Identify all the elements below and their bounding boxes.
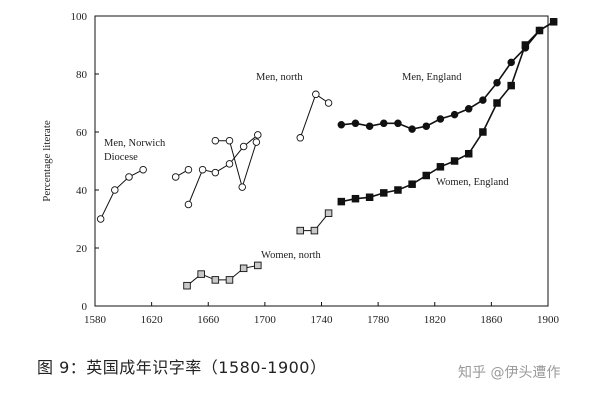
series-1-point: [324, 99, 333, 107]
series-4-point: [351, 194, 360, 203]
y-tick-label: 60: [76, 127, 88, 139]
series-0-line-3: [215, 140, 257, 189]
series-0-point: [239, 142, 248, 151]
y-tick-label: 40: [76, 185, 88, 197]
series-0-point: [252, 138, 261, 146]
series-0-point: [184, 165, 193, 174]
series-3-point: [254, 261, 262, 270]
series-0-point: [111, 186, 119, 194]
series-0-label: Diocese: [104, 152, 138, 163]
x-tick-label: 1620: [141, 314, 164, 326]
series-2-point: [436, 115, 445, 123]
series-3-point: [197, 270, 205, 278]
series-3-point: [225, 276, 234, 284]
series-0-point: [125, 173, 133, 181]
series-0-point: [211, 168, 220, 177]
series-4-point: [422, 171, 431, 180]
series-4-point: [549, 18, 558, 26]
chart-series-lines: [100, 21, 555, 287]
series-4-point: [535, 26, 544, 35]
series-2-point: [493, 78, 501, 87]
series-4-point: [408, 180, 416, 188]
x-tick-label: 1900: [537, 314, 560, 326]
series-2-point: [450, 110, 459, 119]
series-3-point: [296, 226, 305, 235]
series-0-label: Men, Norwich: [104, 138, 166, 149]
series-2-point: [365, 122, 374, 130]
series-0-point: [225, 160, 234, 168]
series-3-point: [183, 281, 191, 290]
series-0-point: [139, 165, 147, 174]
series-1-point: [296, 134, 305, 142]
x-tick-label: 1740: [311, 314, 334, 326]
series-2-point: [507, 58, 515, 67]
series-2-point: [394, 119, 402, 128]
series-2-point: [380, 119, 388, 128]
series-0-point: [96, 215, 105, 223]
series-4-point: [450, 157, 459, 165]
y-tick-label: 100: [71, 11, 88, 23]
series-3-point: [310, 226, 319, 235]
series-1-point: [312, 90, 320, 99]
series-3-label: Women, north: [261, 250, 322, 261]
series-2-point: [422, 122, 431, 130]
figure-caption: 图 9：英国成年识字率（1580-1900）: [37, 358, 327, 377]
series-2-point: [337, 120, 346, 129]
series-4-point: [507, 81, 515, 90]
series-4-point: [337, 197, 346, 206]
x-tick-label: 1780: [367, 314, 390, 326]
series-4-point: [394, 186, 402, 194]
series-0-line-0: [100, 169, 144, 220]
series-2-point: [479, 96, 487, 104]
y-axis-title: Percentage literate: [41, 120, 53, 202]
x-tick-label: 1700: [254, 314, 277, 326]
y-tick-label: 20: [76, 243, 88, 255]
series-4-line-0: [341, 21, 555, 203]
series-2-line-0: [341, 21, 555, 130]
series-2-point: [464, 105, 473, 113]
series-4-point: [380, 189, 388, 197]
series-3-point: [324, 209, 333, 217]
x-tick-label: 1660: [197, 314, 220, 326]
chart-series-labels: Men, Norwich Diocese Men, north Men, Englan…: [104, 72, 509, 261]
series-3-point: [239, 264, 248, 273]
series-0-point: [238, 183, 246, 191]
series-0-point: [171, 173, 180, 181]
x-tick-label: 1820: [424, 314, 447, 326]
plot-frame: [94, 15, 549, 307]
y-tick-label: 0: [82, 301, 88, 313]
series-4-point: [479, 128, 487, 136]
series-0-point: [211, 136, 220, 145]
series-0-point: [184, 200, 193, 209]
series-0-point: [254, 131, 262, 139]
series-4-point: [493, 99, 501, 107]
series-2-point: [351, 119, 360, 128]
series-0-point: [225, 136, 234, 145]
series-4-point: [464, 149, 473, 158]
chart-axes: 1580 1620 1660 1700 1740 1780 1820 1860 1900 0 20 4…: [41, 11, 560, 326]
series-4-point: [365, 193, 374, 201]
series-0-point: [198, 165, 207, 174]
series-3-point: [211, 276, 220, 284]
series-2-label: Men, England: [402, 72, 462, 83]
watermark: 知乎 @伊头遭作: [458, 365, 561, 381]
y-tick-label: 80: [76, 69, 88, 81]
series-4-point: [521, 41, 530, 49]
x-tick-label: 1860: [480, 314, 503, 326]
series-2-point: [408, 125, 416, 133]
series-1-line-0: [299, 93, 329, 138]
series-1-label: Men, north: [256, 72, 303, 83]
series-4-point: [436, 163, 445, 171]
x-tick-label: 1580: [84, 314, 107, 326]
chart-series-markers: [96, 18, 558, 290]
series-4-label: Women, England: [436, 177, 509, 188]
